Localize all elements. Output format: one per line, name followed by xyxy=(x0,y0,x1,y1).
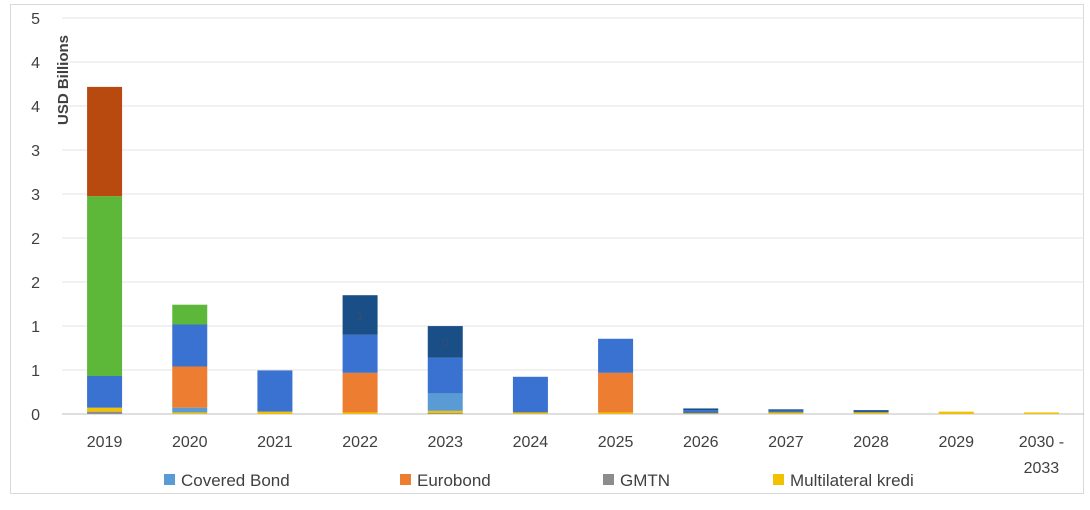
x-tick-label: 2019 xyxy=(87,434,123,451)
x-tick-label: 2026 xyxy=(683,434,719,451)
x-tick-label: 2025 xyxy=(598,434,634,451)
bar-segment xyxy=(172,304,208,325)
gridlines xyxy=(62,17,1084,415)
y-tick-label: 1 xyxy=(31,363,40,380)
bar-segment xyxy=(853,410,889,412)
x-tick-label: 2022 xyxy=(342,434,378,451)
x-tick-label: 2023 xyxy=(427,434,463,451)
legend-swatch xyxy=(603,474,614,485)
y-tick-label: 3 xyxy=(31,187,40,204)
bar-segment xyxy=(172,366,208,408)
legend-label: Multilateral kredi xyxy=(790,471,914,490)
bar-segment xyxy=(172,412,208,414)
y-tick-label: 2 xyxy=(31,231,40,248)
bar-segment xyxy=(87,407,123,412)
y-tick-label: 1 xyxy=(31,319,40,336)
bar-segment xyxy=(427,326,463,358)
bar-segment xyxy=(427,357,463,394)
bar-segment xyxy=(87,86,123,197)
legend-swatch xyxy=(773,474,784,485)
x-tick-label: 2030 - xyxy=(1019,434,1064,451)
bar-segment xyxy=(768,412,804,414)
bar-segment xyxy=(598,338,634,373)
bar-segment xyxy=(342,372,378,413)
bar-segment xyxy=(683,408,719,411)
x-tick-label: 2021 xyxy=(257,434,293,451)
bar-segment xyxy=(87,196,123,376)
bar-segment xyxy=(512,376,548,413)
data-labels: 10 xyxy=(356,308,448,350)
bar-segment xyxy=(938,411,974,414)
y-tick-label: 4 xyxy=(31,99,40,116)
bar-segment xyxy=(87,411,123,414)
x-tick-label: 2020 xyxy=(172,434,208,451)
x-tick-label: 2024 xyxy=(513,434,549,451)
legend-label: GMTN xyxy=(620,471,670,490)
bar-segment xyxy=(172,407,208,413)
bars xyxy=(87,86,1059,414)
legend-label: Covered Bond xyxy=(181,471,290,490)
y-tick-label: 4 xyxy=(31,55,40,72)
bar-segment xyxy=(683,410,719,414)
legend-label: Eurobond xyxy=(417,471,491,490)
bar-segment xyxy=(768,409,804,411)
y-axis-label: USD Billions xyxy=(55,35,72,125)
bar-segment xyxy=(683,412,719,414)
bar-segment xyxy=(427,393,463,411)
bar-segment xyxy=(342,295,378,335)
y-tick-label: 3 xyxy=(31,143,40,160)
bar-segment xyxy=(342,412,378,414)
bar-segment xyxy=(342,334,378,373)
bar-segment xyxy=(598,372,634,413)
x-axis-ticks: 2019 2020 2021 2022 2023 2024 2025 2026 2027 2028… xyxy=(87,434,1064,477)
y-tick-label: 0 xyxy=(31,407,40,424)
bar-segment xyxy=(853,410,889,413)
bar-segment xyxy=(853,412,889,414)
x-tick-label: 2029 xyxy=(938,434,974,451)
x-tick-label: 2027 xyxy=(768,434,804,451)
chart-frame xyxy=(10,4,1084,494)
bar-segment xyxy=(257,411,293,414)
bar-segment xyxy=(427,412,463,414)
bar-segment xyxy=(257,370,293,412)
y-tick-label: 2 xyxy=(31,275,40,292)
legend-swatch xyxy=(164,474,175,485)
bar-segment xyxy=(172,324,208,367)
x-tick-label: 2033 xyxy=(1024,460,1060,477)
bar-segment xyxy=(427,410,463,414)
bar-segment xyxy=(1023,412,1059,414)
bar-segment xyxy=(598,412,634,414)
data-label: 1 xyxy=(356,308,363,323)
x-tick-label: 2028 xyxy=(853,434,889,451)
data-label: 0 xyxy=(442,335,449,350)
bar-segment xyxy=(512,412,548,414)
y-axis-ticks: 0 1 1 2 2 3 3 4 4 5 xyxy=(31,11,40,424)
legend-swatch xyxy=(400,474,411,485)
y-tick-label: 5 xyxy=(31,11,40,28)
legend: Covered Bond Eurobond GMTN Multilateral kre… xyxy=(164,471,914,490)
bar-segment xyxy=(87,375,123,408)
bar-segment xyxy=(768,410,804,413)
